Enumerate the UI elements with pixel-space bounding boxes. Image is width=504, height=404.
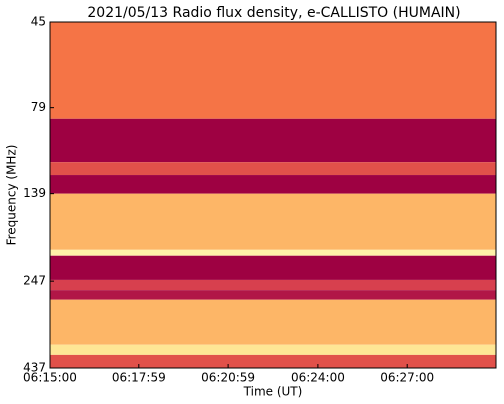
y-tick-label: 247 — [23, 274, 46, 288]
x-tick-label: 06:20:59 — [201, 371, 255, 385]
frequency-band — [50, 344, 496, 355]
y-tick-label: 45 — [31, 15, 46, 29]
y-tick-label: 437 — [23, 361, 46, 375]
frequency-band — [50, 22, 496, 119]
y-tick-label: 79 — [31, 100, 46, 114]
x-tick-label: 06:24:00 — [291, 371, 345, 385]
frequency-band — [50, 175, 496, 194]
x-tick-label: 06:15:00 — [23, 371, 77, 385]
y-axis-label: Frequency (MHz) — [5, 145, 19, 246]
frequency-band — [50, 279, 496, 291]
frequency-band — [50, 162, 496, 176]
frequency-band — [50, 354, 496, 368]
frequency-band — [50, 118, 496, 163]
y-tick-label: 139 — [23, 186, 46, 200]
frequency-band — [50, 290, 496, 300]
frequency-band — [50, 249, 496, 256]
x-axis-label: Time (UT) — [243, 385, 303, 399]
frequency-band — [50, 193, 496, 250]
x-tick-label: 06:17:59 — [112, 371, 166, 385]
plot-frame — [49, 21, 497, 369]
chart-title: 2021/05/13 Radio flux density, e-CALLIST… — [87, 5, 460, 21]
frequency-band — [50, 255, 496, 280]
x-tick-label: 06:27:00 — [380, 371, 434, 385]
frequency-band — [50, 299, 496, 345]
